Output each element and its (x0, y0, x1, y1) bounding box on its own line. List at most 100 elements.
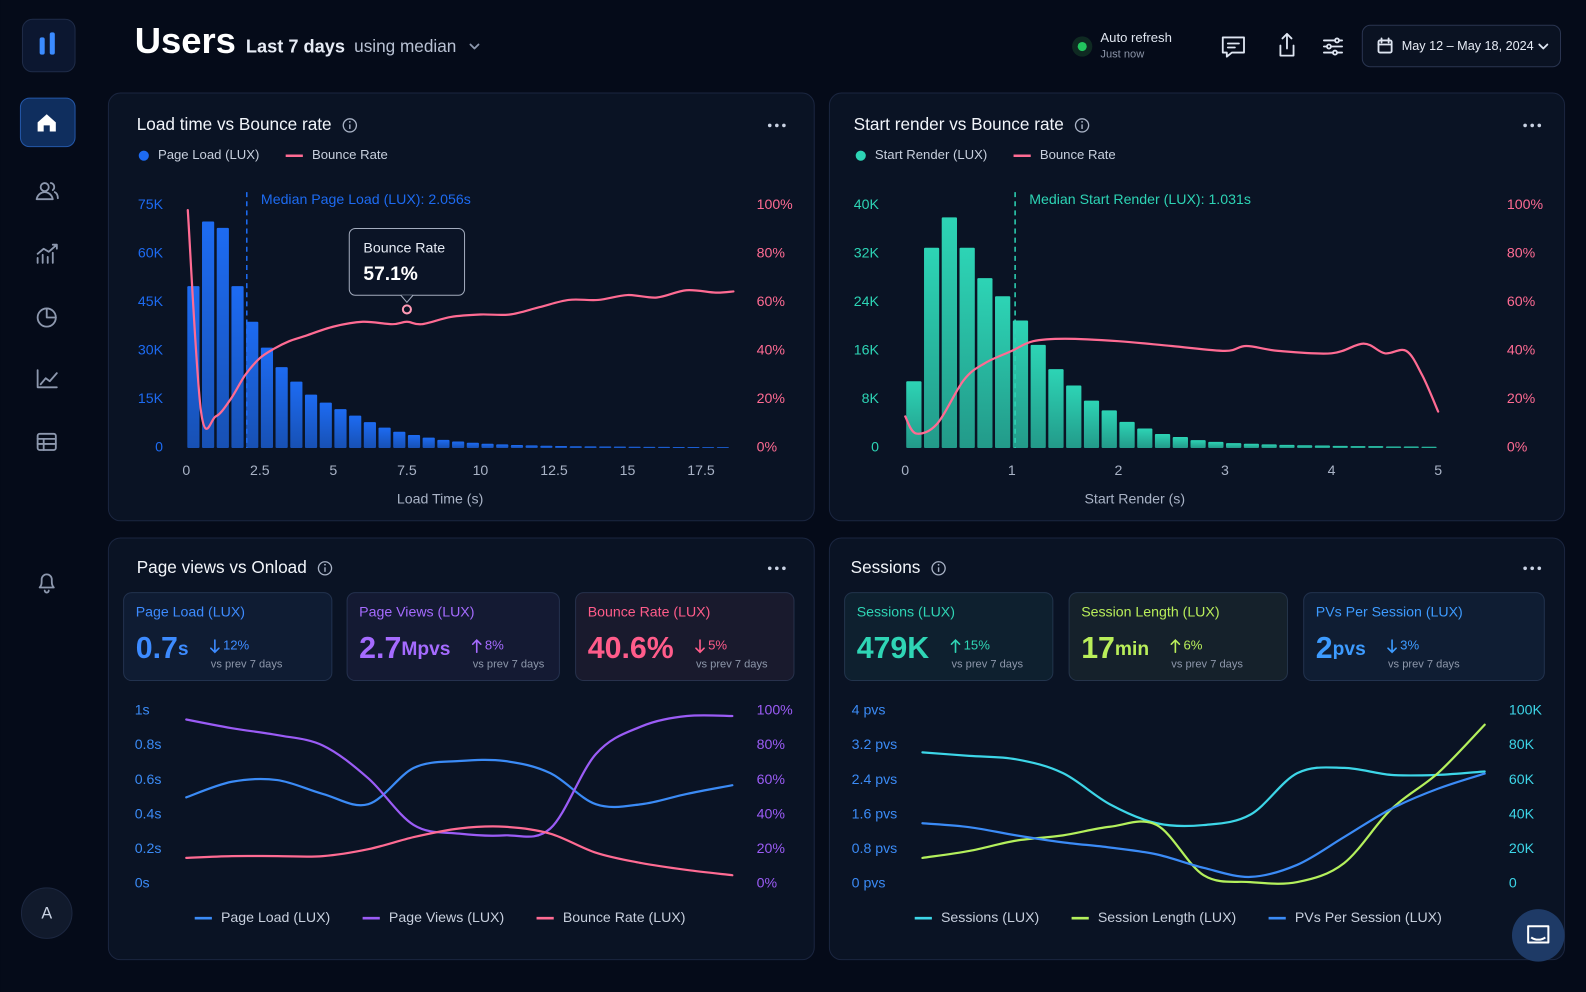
menu-dot[interactable] (1530, 123, 1535, 128)
histogram-bar (540, 445, 553, 448)
kpi-label: Bounce Rate (LUX) (588, 604, 711, 620)
date-picker[interactable] (1361, 24, 1562, 68)
legend-label[interactable]: PVs Per Session (LUX) (1295, 909, 1442, 925)
settings-button[interactable] (1322, 37, 1343, 56)
menu-dot[interactable] (775, 123, 779, 128)
y-tick-label: 24K (854, 293, 880, 309)
info-icon[interactable] (317, 561, 333, 576)
menu-dot[interactable] (775, 566, 779, 571)
legend-label[interactable]: Bounce Rate (312, 147, 388, 162)
histogram-bar (452, 441, 465, 448)
histogram-bar (290, 381, 303, 448)
histogram-bar (1030, 344, 1046, 448)
legend-label[interactable]: Page Load (LUX) (158, 147, 259, 162)
kpi-label: Sessions (LUX) (857, 604, 955, 620)
y-tick-label: 0s (135, 875, 150, 891)
histogram-bar (275, 367, 288, 448)
aggregate[interactable]: using median (354, 36, 456, 56)
kpi-change: 15% (964, 638, 991, 653)
histogram-bar (407, 435, 421, 448)
histogram-bar (1261, 444, 1277, 448)
legend-label[interactable]: Session Length (LUX) (1098, 909, 1236, 925)
x-tick-label: 5 (1434, 462, 1442, 478)
nav-alerts[interactable] (38, 573, 55, 594)
series-line (185, 758, 734, 809)
histogram-bar (187, 286, 200, 448)
menu-dot[interactable] (767, 566, 772, 571)
kpi-card (844, 592, 1054, 682)
histogram-bar (1066, 385, 1082, 448)
share-button[interactable] (1279, 32, 1295, 57)
legend: Page Load (LUX) Page Views (LUX) Bounce Ra… (194, 909, 686, 925)
menu-dot[interactable] (1537, 566, 1542, 571)
nav-table[interactable] (36, 432, 57, 451)
y2-tick-label: 40% (1507, 342, 1536, 358)
nav-users[interactable] (35, 182, 59, 201)
avatar[interactable] (20, 887, 73, 939)
y2-tick-label: 100% (1507, 196, 1544, 212)
histogram-bar (393, 431, 406, 448)
nav-pie[interactable] (36, 307, 57, 328)
x-tick-label: 15 (620, 462, 636, 478)
info-icon[interactable] (1074, 118, 1090, 133)
y-tick-label: 0.4s (135, 805, 162, 821)
menu-dot[interactable] (1537, 123, 1542, 128)
legend: Page Load (LUX) Bounce Rate (138, 147, 388, 162)
legend-label[interactable]: Start Render (LUX) (875, 147, 987, 162)
kpi-card (346, 592, 560, 682)
kpi-number: 17 (1081, 632, 1115, 665)
kpi-card (1068, 592, 1288, 682)
y-tick-label: 8K (862, 390, 880, 406)
comment-button[interactable] (1221, 36, 1245, 58)
kpi-unit: Mpvs (401, 639, 450, 660)
histogram-bar (304, 394, 318, 448)
logo-bar (39, 37, 45, 55)
histogram-bar (1048, 369, 1064, 448)
histogram-bar (702, 447, 715, 448)
legend-label[interactable]: Page Views (LUX) (389, 909, 504, 925)
y2-tick-label: 40% (757, 342, 786, 358)
menu-dot[interactable] (782, 123, 786, 128)
menu-dot[interactable] (1523, 123, 1527, 128)
nav-trends[interactable] (36, 369, 58, 389)
histogram-bar (437, 439, 450, 448)
kpi-card-tint (1069, 592, 1288, 681)
refresh-label[interactable]: Auto refresh (1100, 30, 1172, 45)
info-icon[interactable] (931, 561, 946, 576)
chat-button[interactable] (1511, 909, 1565, 962)
period[interactable]: Last 7 days (246, 36, 345, 56)
series-line (186, 209, 735, 430)
kpi-unit: min (1115, 639, 1149, 660)
kpi-change: 12% (223, 638, 250, 653)
legend-label[interactable]: Sessions (LUX) (941, 909, 1039, 925)
legend-marker (855, 150, 866, 161)
histogram-bar (959, 247, 975, 448)
menu-dot[interactable] (1523, 566, 1527, 571)
histogram-bar (319, 402, 332, 448)
legend-label[interactable]: Bounce Rate (LUX) (563, 909, 686, 925)
y2-tick-label: 100% (757, 702, 794, 718)
menu-dot[interactable] (782, 566, 786, 571)
x-tick-label: 7.5 (397, 462, 417, 478)
nav-analytics[interactable] (36, 243, 58, 264)
histogram-bar (1332, 445, 1348, 448)
histogram-bar (1137, 428, 1153, 448)
legend: Sessions (LUX) Session Length (LUX) PVs Pe… (914, 909, 1442, 925)
y-tick-label: 0 (871, 439, 879, 455)
trend-arrow (210, 639, 220, 654)
y2-tick-label: 40K (1509, 805, 1535, 821)
menu-dot[interactable] (767, 123, 772, 128)
histogram-bar (672, 446, 685, 448)
menu-dot[interactable] (1530, 566, 1535, 571)
legend-label[interactable]: Page Load (LUX) (221, 909, 330, 925)
y-tick-label: 0.8 pvs (852, 840, 898, 856)
legend-label[interactable]: Bounce Rate (1040, 147, 1116, 162)
histogram-bar (466, 442, 479, 448)
info-icon[interactable] (342, 118, 358, 133)
logo[interactable] (21, 18, 76, 73)
kpi-compare: vs prev 7 days (211, 658, 283, 670)
kpi-unit: s (178, 639, 189, 660)
histogram-bar (334, 409, 347, 448)
y-tick-label: 3.2 pvs (852, 736, 898, 752)
